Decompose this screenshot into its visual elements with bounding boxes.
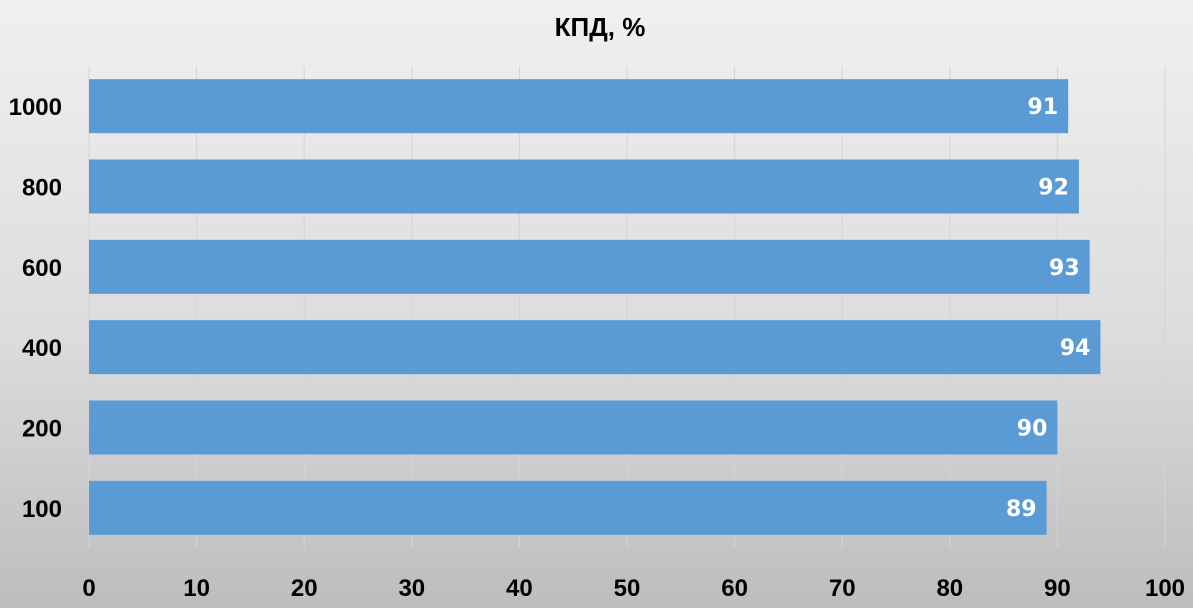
y-category-label: 800 [22, 175, 62, 202]
data-label: 89 [1006, 497, 1037, 522]
data-label: 94 [1060, 336, 1091, 361]
bar [89, 320, 1101, 375]
data-labels: 91 92 93 94 90 89 [1006, 95, 1090, 522]
data-label: 92 [1038, 176, 1069, 201]
x-tick-label: 0 [82, 575, 95, 602]
data-label: 93 [1049, 256, 1080, 281]
bar [89, 239, 1090, 294]
y-category-label: 400 [22, 335, 62, 362]
x-tick-label: 30 [398, 575, 425, 602]
x-tick-label: 100 [1145, 575, 1185, 602]
x-tick-label: 60 [721, 575, 748, 602]
chart-title: КПД, % [555, 12, 646, 42]
y-category-label: 600 [22, 255, 62, 282]
data-label: 91 [1028, 95, 1059, 120]
x-tick-label: 80 [936, 575, 963, 602]
data-label: 90 [1017, 417, 1048, 442]
x-tick-label: 10 [183, 575, 210, 602]
category-axis-labels: 1000 800 600 400 200 100 [9, 94, 62, 523]
y-category-label: 100 [22, 496, 62, 523]
x-tick-label: 50 [614, 575, 641, 602]
y-category-label: 1000 [9, 94, 62, 121]
value-axis-labels: 0 10 20 30 40 50 60 70 80 90 100 [82, 575, 1185, 602]
bars [89, 79, 1101, 535]
x-tick-label: 20 [291, 575, 318, 602]
y-category-label: 200 [22, 416, 62, 443]
x-tick-label: 40 [506, 575, 533, 602]
gridlines [88, 66, 1166, 548]
bar [89, 400, 1058, 455]
bar [89, 159, 1079, 214]
x-tick-label: 90 [1044, 575, 1071, 602]
x-tick-label: 70 [829, 575, 856, 602]
bar [89, 79, 1069, 134]
bar [89, 480, 1047, 535]
